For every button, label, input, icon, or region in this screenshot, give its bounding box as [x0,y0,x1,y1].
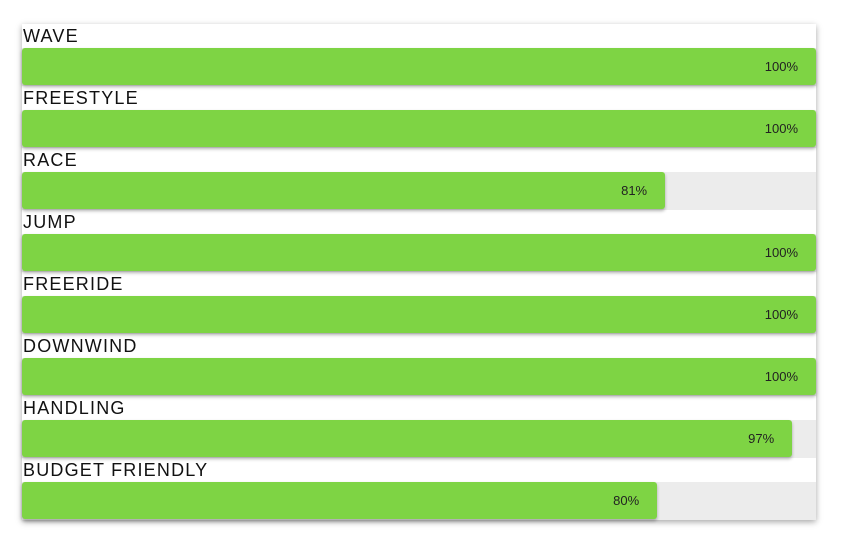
rating-label: WAVE [23,26,79,46]
rating-track: 81% [22,172,816,210]
rating-bar: 100% [22,110,816,147]
rating-bar: 97% [22,420,793,457]
rating-label: DOWNWIND [23,336,138,356]
rating-track: 80% [22,482,816,520]
rating-label: RACE [23,150,78,170]
value-label: 100% [764,307,798,322]
rating-row: FREERIDE 100% [22,272,816,334]
rating-card: WAVE 100% FREESTYLE 100% RACE 81% JUMP 100% FREE… [22,24,816,520]
rating-row: RACE 81% [22,148,816,210]
value-label: 100% [764,369,798,384]
rating-bar: 100% [22,296,816,333]
rating-track: 97% [22,420,816,458]
rating-bar: 100% [22,234,816,271]
rating-row: FREESTYLE 100% [22,86,816,148]
rating-label: JUMP [23,212,77,232]
rating-track: 100% [22,110,816,148]
rating-label: FREESTYLE [23,88,139,108]
rating-row: DOWNWIND 100% [22,334,816,396]
value-label: 80% [613,493,640,508]
rating-track: 100% [22,234,816,272]
value-label: 100% [764,59,798,74]
rating-track: 100% [22,48,816,86]
rating-track: 100% [22,358,816,396]
rating-label: FREERIDE [23,274,124,294]
rating-row: HANDLING 97% [22,396,816,458]
rating-label: BUDGET FRIENDLY [23,460,209,480]
rating-bar: 80% [22,482,658,519]
rating-row: JUMP 100% [22,210,816,272]
rating-bar: 100% [22,358,816,395]
rating-track: 100% [22,296,816,334]
rating-row: BUDGET FRIENDLY 80% [22,458,816,520]
value-label: 100% [764,121,798,136]
rating-bar: 81% [22,172,666,209]
rating-bar: 100% [22,48,816,85]
rating-label: HANDLING [23,398,126,418]
value-label: 100% [764,245,798,260]
rating-row: WAVE 100% [22,24,816,86]
value-label: 81% [621,183,648,198]
value-label: 97% [748,431,775,446]
